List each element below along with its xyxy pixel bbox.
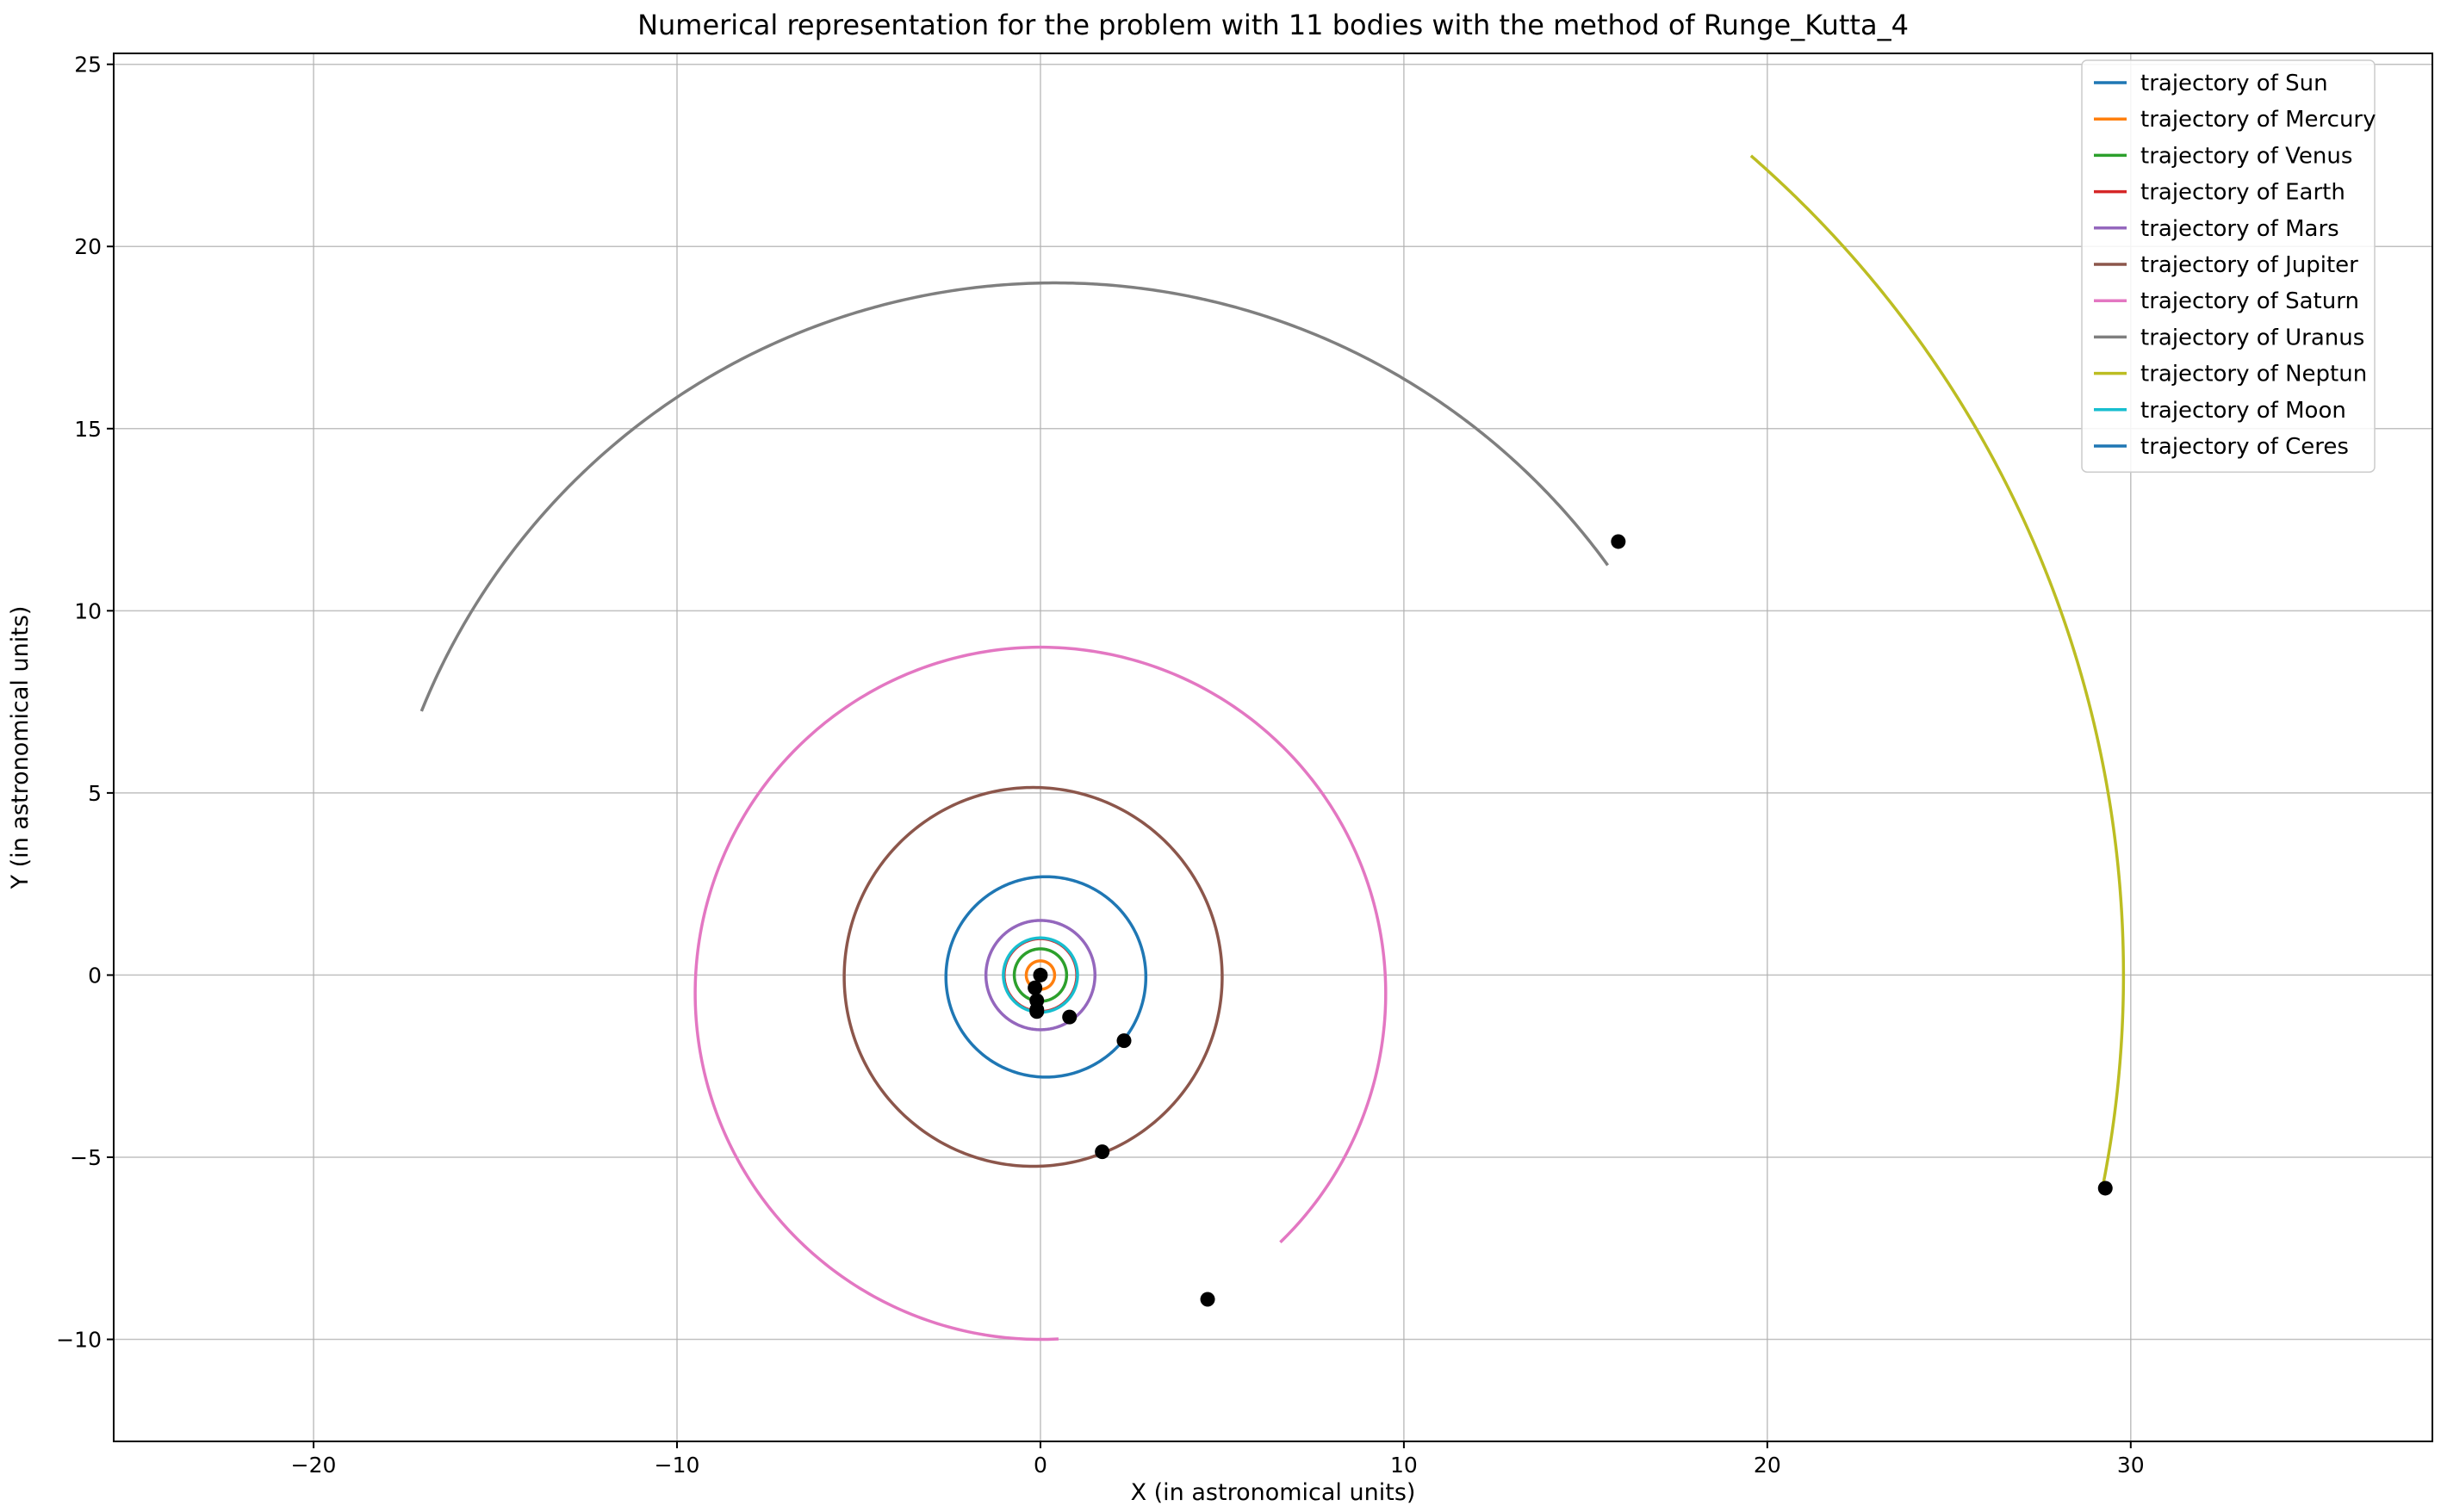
legend-label: trajectory of Jupiter — [2140, 252, 2358, 278]
series-layer — [419, 154, 2126, 1342]
final-position-point-6 — [1200, 1292, 1215, 1307]
series-line-6 — [693, 645, 1388, 1342]
y-tick-label: −10 — [56, 1328, 102, 1353]
series-line-7 — [419, 281, 1610, 712]
final-position-point-9 — [1029, 1002, 1045, 1018]
legend-label: trajectory of Uranus — [2140, 325, 2364, 350]
final-position-point-5 — [1095, 1144, 1110, 1160]
x-tick-label: 10 — [1390, 1453, 1418, 1478]
final-position-point-7 — [1611, 534, 1626, 549]
x-tick-label: −20 — [291, 1453, 337, 1478]
final-position-point-8 — [2097, 1180, 2113, 1196]
legend-label: trajectory of Ceres — [2140, 434, 2349, 460]
y-axis-title: Y (in astronomical units) — [7, 606, 34, 890]
legend-label: trajectory of Earth — [2140, 180, 2345, 206]
legend-label: trajectory of Mercury — [2140, 107, 2376, 133]
plot-frame — [113, 53, 2433, 1442]
series-line-1 — [1024, 959, 1057, 991]
y-tick-label: 5 — [88, 781, 102, 806]
legend-box — [2081, 59, 2376, 473]
axis-ticks: −20 −10 0 10 20 30 −10 −5 0 5 10 15 20 25 — [56, 53, 2144, 1478]
x-tick-label: 0 — [1034, 1453, 1047, 1478]
series-line-2 — [1012, 947, 1069, 1003]
legend-label: trajectory of Saturn — [2140, 288, 2359, 314]
series-line-10 — [944, 875, 1148, 1079]
legend: trajectory of Sun trajectory of Mercury tr… — [2081, 59, 2376, 473]
final-position-point-0 — [1033, 967, 1048, 982]
final-position-point-4 — [1062, 1009, 1078, 1025]
legend-label: trajectory of Venus — [2140, 143, 2352, 169]
legend-label: trajectory of Moon — [2140, 398, 2346, 424]
series-line-9 — [1002, 936, 1079, 1014]
series-line-8 — [1749, 154, 2126, 1193]
x-axis-title: X (in astronomical units) — [1131, 1479, 1416, 1506]
x-tick-label: 20 — [1754, 1453, 1781, 1478]
y-tick-label: 20 — [74, 234, 102, 259]
final-positions — [1028, 534, 2113, 1307]
y-tick-label: 10 — [74, 598, 102, 623]
chart-title: Numerical representation for the problem… — [637, 9, 1909, 41]
y-tick-label: 0 — [88, 963, 102, 988]
y-tick-label: 15 — [74, 417, 102, 442]
y-tick-label: 25 — [74, 53, 102, 77]
legend-label: trajectory of Sun — [2140, 71, 2328, 96]
final-position-point-10 — [1116, 1033, 1132, 1049]
legend-label: trajectory of Mars — [2140, 216, 2339, 242]
legend-label: trajectory of Neptun — [2140, 362, 2367, 387]
final-position-point-1 — [1028, 980, 1043, 995]
y-tick-label: −5 — [70, 1145, 102, 1170]
x-tick-label: 30 — [2117, 1453, 2145, 1478]
series-line-5 — [842, 785, 1224, 1168]
x-tick-label: −10 — [655, 1453, 700, 1478]
